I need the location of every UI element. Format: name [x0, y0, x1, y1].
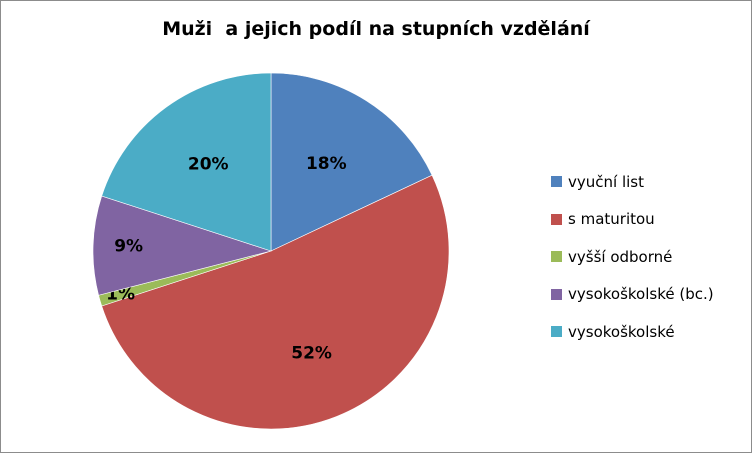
- legend-swatch: [551, 251, 562, 263]
- chart-title: Muži a jejich podíl na stupních vzdělání: [162, 18, 590, 40]
- legend-item: vyšší odborné: [551, 238, 714, 276]
- legend-swatch: [551, 288, 562, 300]
- legend-swatch: [551, 326, 562, 338]
- legend-item: s maturitou: [551, 201, 714, 239]
- legend-item: vyuční list: [551, 163, 714, 201]
- legend-item: vysokoškolské (bc.): [551, 276, 714, 314]
- legend-swatch: [551, 213, 562, 225]
- legend-label: s maturitou: [568, 210, 655, 229]
- legend-label: vysokoškolské (bc.): [568, 285, 714, 304]
- legend-label: vysokoškolské: [568, 322, 675, 341]
- pie-slice: [92, 195, 273, 296]
- legend-label: vyuční list: [568, 172, 644, 191]
- chart-legend: vyuční list s maturitou vyšší odborné vysok…: [551, 163, 714, 351]
- data-label: 20%: [188, 155, 229, 175]
- data-label: 18%: [306, 154, 347, 174]
- data-label: 52%: [291, 344, 332, 364]
- legend-item: vysokoškolské: [551, 313, 714, 351]
- legend-label: vyšší odborné: [568, 247, 673, 266]
- legend-swatch: [551, 176, 562, 188]
- pie-slice: [101, 72, 272, 252]
- data-label: 9%: [114, 237, 143, 257]
- pie-slice: [101, 174, 450, 430]
- pie-slice: [270, 72, 433, 252]
